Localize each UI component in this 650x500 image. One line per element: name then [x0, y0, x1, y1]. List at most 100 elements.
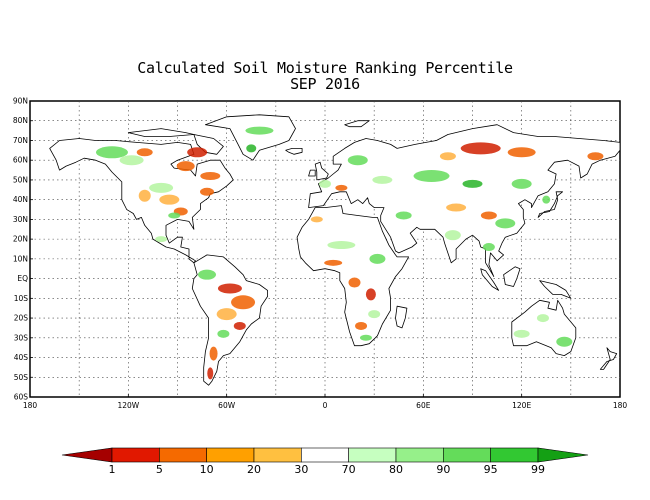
latitude-label: 10S: [14, 294, 29, 303]
longitude-labels: 180 120W 60W 0 60E 120E 180: [23, 394, 628, 410]
iceland: [285, 147, 303, 155]
new-guinea: [539, 280, 572, 299]
legend-tick-label: 20: [247, 463, 261, 476]
longitude-label: 180: [613, 401, 628, 410]
legend-tick-label: 5: [156, 463, 163, 476]
anomaly-wet: [372, 175, 393, 184]
anomaly-dry: [200, 187, 214, 196]
anomaly-wet: [536, 314, 549, 323]
latitude-label: 50S: [14, 373, 29, 382]
anomaly-wet: [217, 329, 230, 338]
anomaly-wet: [556, 336, 573, 347]
latitude-label: 60N: [13, 156, 28, 165]
sumatra: [480, 268, 500, 291]
legend-swatch: [348, 447, 397, 463]
latitude-label: 30S: [14, 333, 29, 342]
anomaly-wet-strong: [462, 179, 483, 188]
latitude-label: 20S: [14, 314, 29, 323]
anomaly-wet: [513, 329, 530, 338]
anomaly-dry-light: [310, 216, 323, 223]
anomaly-dry-light: [159, 194, 180, 205]
anomaly-wet: [413, 169, 450, 182]
legend-swatch: [111, 447, 160, 463]
legend-arrow-left: [61, 447, 113, 463]
legend-arrow-right: [537, 447, 589, 463]
anomaly-dry-light: [138, 189, 151, 202]
latitude-label: 20N: [13, 235, 28, 244]
legend-tick-label: 10: [200, 463, 214, 476]
anomaly-dry: [507, 147, 536, 158]
anomaly-wet: [359, 334, 372, 341]
legend-swatch: [490, 447, 539, 463]
longitude-label: 180: [23, 401, 38, 410]
greenland: [204, 114, 296, 161]
anomaly-wet: [444, 230, 461, 241]
anomaly-wet: [327, 241, 356, 250]
longitude-label: 60E: [416, 401, 431, 410]
legend-tick-label: 80: [389, 463, 403, 476]
anomaly-dry: [176, 161, 195, 172]
title-line-2: SEP 2016: [290, 75, 360, 93]
japan: [537, 191, 563, 218]
latitude-label: 30N: [13, 215, 28, 224]
latitude-label: 50N: [13, 175, 28, 184]
legend-swatch: [159, 447, 207, 463]
anomaly-dry-strong: [207, 367, 214, 380]
anomaly-dry-strong: [233, 321, 246, 330]
borneo: [503, 266, 521, 287]
legend-tick-label: 70: [342, 463, 356, 476]
new-zealand: [599, 347, 618, 370]
latitude-label: 40S: [14, 353, 29, 362]
madagascar: [395, 305, 408, 329]
latitude-label: 80N: [13, 116, 28, 125]
anomaly-wet: [149, 182, 174, 193]
latitude-label: EQ: [17, 274, 28, 283]
anomaly-wet: [155, 236, 168, 243]
anomaly-dry-strong: [217, 283, 242, 294]
latitude-label: 40N: [13, 195, 28, 204]
baffin-island: [193, 134, 224, 155]
latitude-label: 60S: [14, 393, 29, 402]
anomaly-wet: [368, 310, 381, 319]
anomaly-dry: [335, 184, 348, 191]
continents: [49, 114, 621, 386]
anomaly-wet: [395, 211, 412, 220]
anomaly-dry-strong: [460, 142, 501, 155]
legend-tick-label: 99: [531, 463, 545, 476]
anomaly-dry: [587, 152, 604, 161]
legend-swatch: [253, 447, 302, 463]
anomaly-wet: [542, 195, 551, 204]
eurasia: [308, 124, 621, 278]
map-title: Calculated Soil Moisture Ranking Percent…: [0, 60, 650, 92]
anomaly-wet: [95, 146, 128, 159]
legend-swatch: [443, 447, 491, 463]
anomaly-dry: [136, 148, 153, 157]
anomaly-wet: [347, 155, 368, 166]
legend-tick-label: 95: [484, 463, 498, 476]
anomaly-dry: [231, 295, 256, 310]
legend-swatch: [301, 447, 349, 463]
legend-tick-label: 1: [109, 463, 116, 476]
anomaly-dry: [348, 277, 361, 288]
anomaly-wet: [198, 269, 216, 280]
anomaly-dry: [480, 211, 497, 220]
anomaly-wet: [119, 155, 144, 166]
anomaly-wet-strong: [246, 144, 257, 153]
anomaly-wet: [511, 178, 532, 189]
longitude-label: 120E: [512, 401, 531, 410]
legend-swatch: [206, 447, 255, 463]
anomaly-dry: [200, 171, 221, 180]
anomaly-dry-light: [216, 308, 237, 321]
latitude-label: 10N: [13, 254, 28, 263]
anomaly-dry: [439, 152, 456, 161]
anomaly-wet: [319, 179, 331, 188]
anomaly-wet: [168, 212, 181, 219]
anomaly-wet: [495, 218, 516, 229]
anomaly-dry: [324, 259, 343, 266]
anomaly-wet: [482, 243, 495, 252]
anomaly-dry: [355, 321, 368, 330]
great-britain: [314, 161, 329, 181]
longitude-label: 60W: [218, 401, 236, 410]
africa: [296, 205, 410, 347]
legend-swatch: [395, 447, 444, 463]
